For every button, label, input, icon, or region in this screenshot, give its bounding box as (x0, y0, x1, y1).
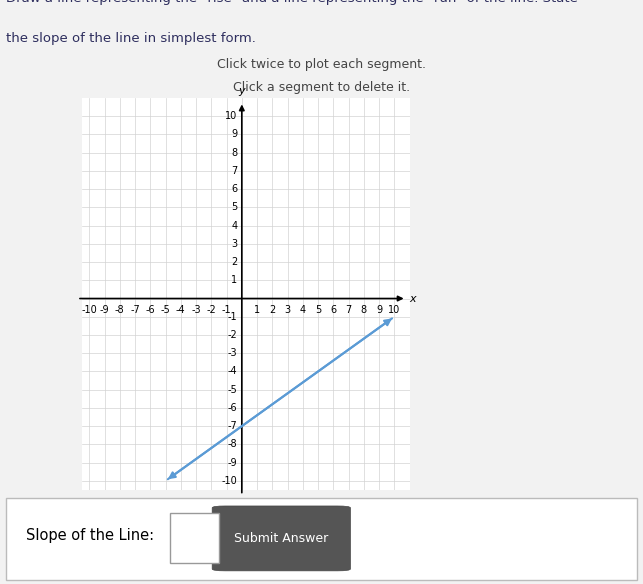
Text: 8: 8 (361, 305, 367, 315)
Text: 10: 10 (225, 111, 237, 121)
Text: -10: -10 (82, 305, 97, 315)
FancyBboxPatch shape (212, 506, 350, 571)
Text: 2: 2 (231, 257, 237, 267)
Text: 4: 4 (300, 305, 306, 315)
Text: Draw a line representing the "rise" and a line representing the "run" of the lin: Draw a line representing the "rise" and … (6, 0, 578, 5)
Text: 9: 9 (376, 305, 382, 315)
Text: 7: 7 (345, 305, 352, 315)
Text: -8: -8 (228, 439, 237, 450)
Text: Click twice to plot each segment.: Click twice to plot each segment. (217, 58, 426, 71)
Text: 8: 8 (231, 148, 237, 158)
Text: 5: 5 (231, 202, 237, 213)
Text: the slope of the line in simplest form.: the slope of the line in simplest form. (6, 32, 257, 44)
Text: 10: 10 (388, 305, 401, 315)
Text: -1: -1 (222, 305, 231, 315)
Text: -9: -9 (100, 305, 109, 315)
Text: -3: -3 (191, 305, 201, 315)
Text: -6: -6 (228, 403, 237, 413)
Text: Slope of the Line:: Slope of the Line: (26, 527, 154, 543)
Text: 6: 6 (331, 305, 336, 315)
FancyBboxPatch shape (170, 513, 219, 564)
Text: 2: 2 (269, 305, 275, 315)
Text: y: y (239, 86, 245, 96)
Text: 3: 3 (284, 305, 291, 315)
Text: 1: 1 (254, 305, 260, 315)
Text: -10: -10 (221, 476, 237, 486)
Text: -6: -6 (145, 305, 155, 315)
Text: -1: -1 (228, 312, 237, 322)
Text: 7: 7 (231, 166, 237, 176)
Text: -8: -8 (115, 305, 125, 315)
Text: 5: 5 (315, 305, 322, 315)
Text: -4: -4 (228, 367, 237, 377)
Text: 3: 3 (231, 239, 237, 249)
Text: -4: -4 (176, 305, 186, 315)
Text: -5: -5 (228, 385, 237, 395)
Text: 4: 4 (231, 221, 237, 231)
Text: 1: 1 (231, 275, 237, 285)
Text: -9: -9 (228, 458, 237, 468)
Text: 9: 9 (231, 130, 237, 140)
Text: -3: -3 (228, 348, 237, 358)
Text: -2: -2 (206, 305, 216, 315)
Text: -2: -2 (228, 330, 237, 340)
Text: Submit Answer: Submit Answer (234, 532, 329, 545)
Text: -7: -7 (130, 305, 140, 315)
Text: -5: -5 (161, 305, 170, 315)
Text: 6: 6 (231, 184, 237, 194)
Text: -7: -7 (228, 421, 237, 431)
Text: x: x (410, 294, 416, 304)
Text: Click a segment to delete it.: Click a segment to delete it. (233, 81, 410, 94)
FancyBboxPatch shape (6, 498, 637, 580)
